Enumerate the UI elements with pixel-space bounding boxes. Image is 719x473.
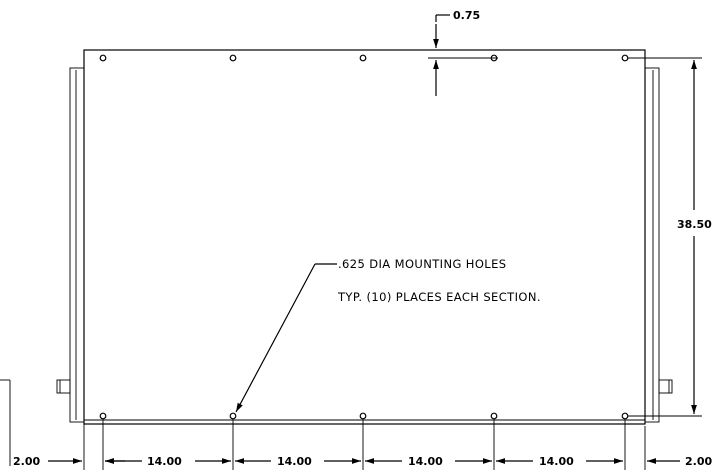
left-side-rail xyxy=(56,67,85,423)
mounting-hole xyxy=(621,54,629,62)
mounting-hole xyxy=(359,54,367,62)
mounting-hole xyxy=(99,54,107,62)
mounting-holes-top xyxy=(99,54,629,62)
top-offset-dimension: 0.75 xyxy=(428,9,498,96)
bottom-dimensions: 2.00 14.00 14.00 14.00 14.00 2.00 xyxy=(13,455,712,468)
spacing-label-1: 14.00 xyxy=(147,455,182,468)
mounting-hole xyxy=(621,412,629,420)
edge-right-label: 2.00 xyxy=(685,455,712,468)
right-side-rail xyxy=(644,67,673,423)
note-line-2: TYP. (10) PLACES EACH SECTION. xyxy=(337,290,541,304)
panel-outline xyxy=(83,49,646,425)
mounting-hole xyxy=(229,412,237,420)
mounting-hole xyxy=(359,412,367,420)
left-leader xyxy=(0,379,11,466)
mounting-hole xyxy=(229,54,237,62)
bottom-extension-lines xyxy=(83,420,646,470)
spacing-label-3: 14.00 xyxy=(408,455,443,468)
note-line-1: .625 DIA MOUNTING HOLES xyxy=(338,257,506,271)
height-label: 38.50 xyxy=(677,218,712,231)
mounting-hole-note: .625 DIA MOUNTING HOLES TYP. (10) PLACES… xyxy=(235,257,541,413)
mounting-holes-bottom xyxy=(99,412,629,420)
height-dimension: 38.50 xyxy=(628,57,712,417)
spacing-label-4: 14.00 xyxy=(539,455,574,468)
top-offset-label: 0.75 xyxy=(453,9,480,22)
mounting-hole xyxy=(99,412,107,420)
mounting-hole xyxy=(490,412,498,420)
spacing-label-2: 14.00 xyxy=(277,455,312,468)
edge-left-label: 2.00 xyxy=(13,455,40,468)
